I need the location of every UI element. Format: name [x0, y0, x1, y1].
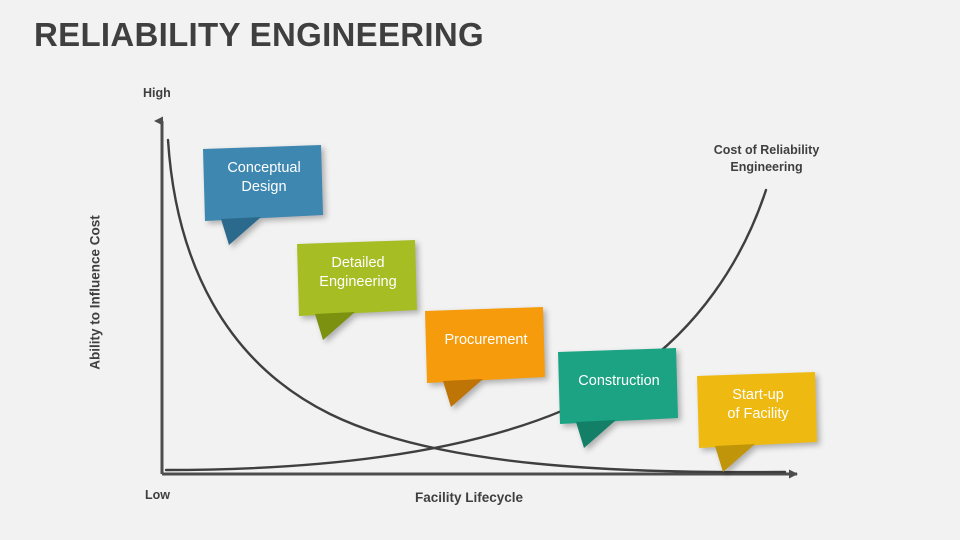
callout-body	[425, 307, 545, 383]
callout-body	[297, 240, 417, 316]
y-axis-label: Ability to Influence Cost	[87, 215, 103, 370]
callout-tail	[221, 217, 261, 245]
callout-body	[558, 348, 678, 424]
y-axis-low-label: Low	[145, 488, 170, 502]
cost-curve-annotation: Cost of Reliability Engineering	[713, 143, 820, 174]
callout-tail	[715, 444, 755, 472]
callout-body	[697, 372, 817, 448]
callout-tail	[315, 312, 355, 340]
x-axis-label: Facility Lifecycle	[415, 490, 524, 505]
page-title: RELIABILITY ENGINEERING	[34, 16, 484, 53]
callout-body	[203, 145, 323, 221]
y-axis-high-label: High	[143, 86, 171, 100]
ability-to-influence-cost-curve	[166, 138, 787, 474]
callout-tail	[443, 379, 483, 407]
callout-tail	[576, 420, 616, 448]
